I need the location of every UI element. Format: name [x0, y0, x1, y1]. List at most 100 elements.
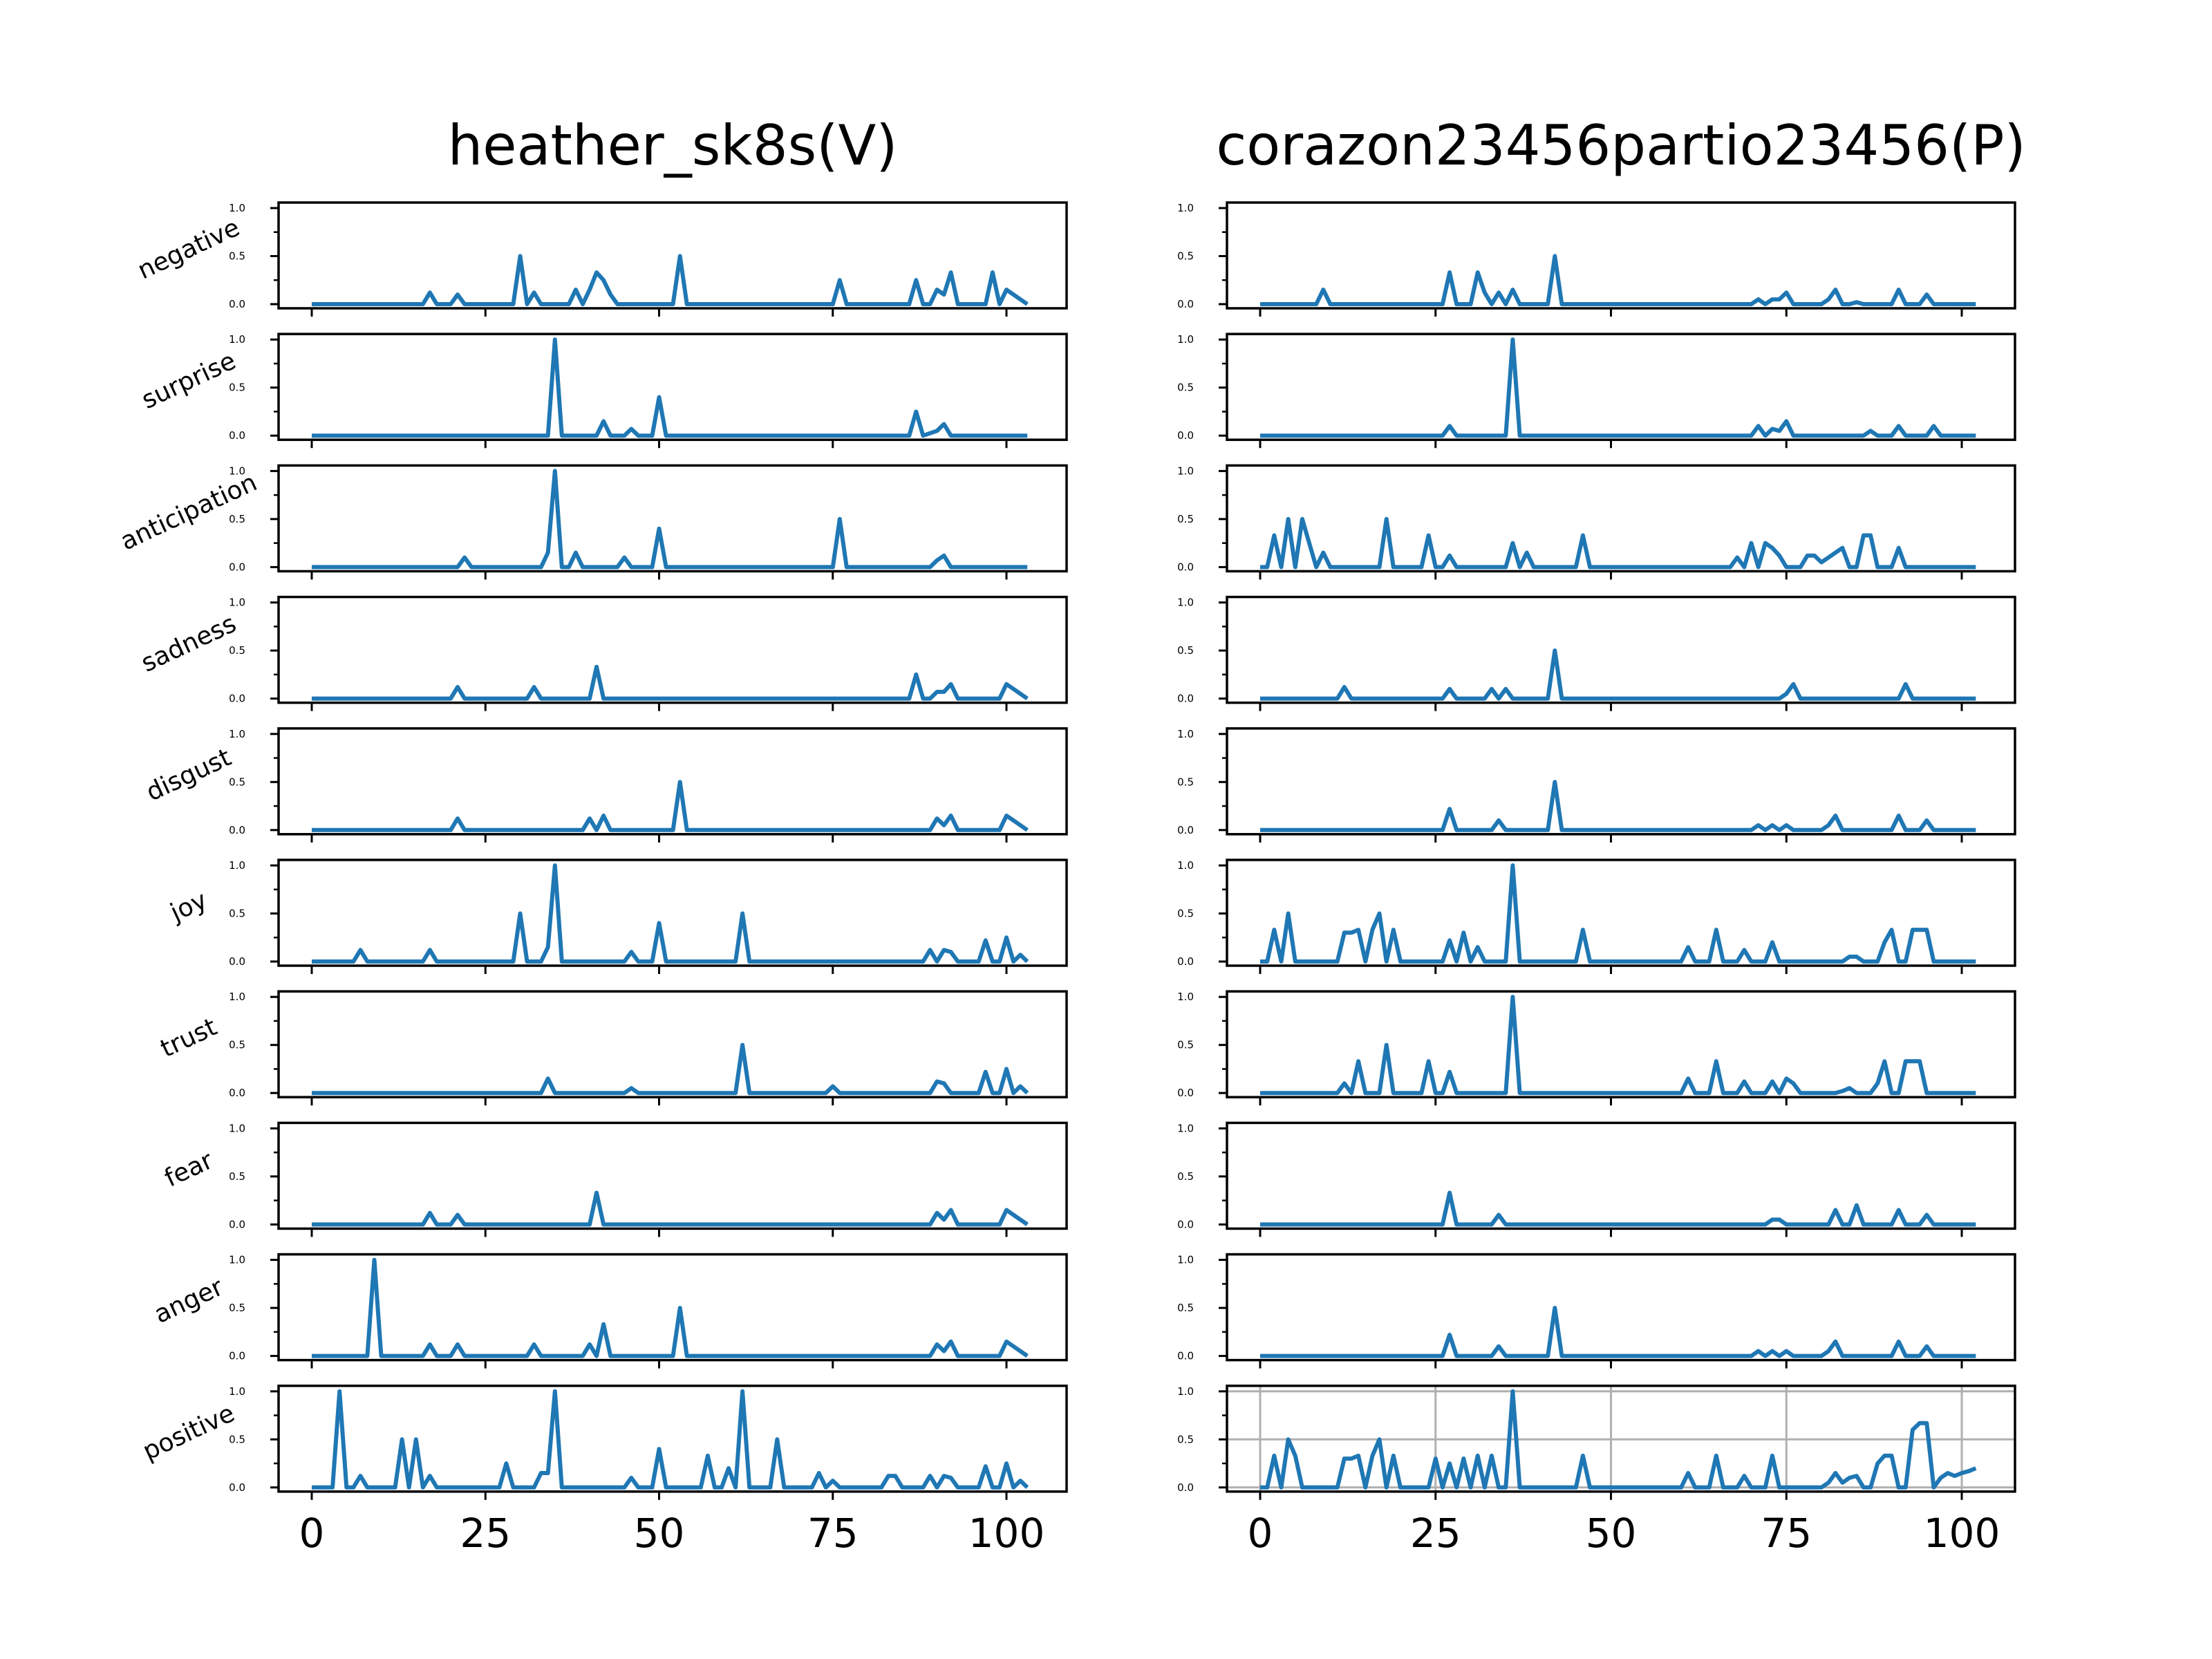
xtick-label: 75: [1761, 1510, 1812, 1557]
xtick-label: 25: [1410, 1510, 1461, 1557]
ytick-label: 0.5: [229, 250, 245, 263]
ytick-label: 0.0: [1177, 824, 1194, 836]
ytick-label: 0.5: [1177, 513, 1194, 525]
ytick-label: 0.0: [1177, 1087, 1194, 1099]
ytick-label: 0.5: [229, 908, 245, 920]
ytick-label: 0.5: [229, 1433, 245, 1445]
subplot-sadness: 0.0 0.5 1.0: [1177, 595, 2016, 711]
ytick-label: 1.0: [1177, 597, 1194, 609]
xtick-label: 50: [634, 1510, 685, 1557]
ytick-label: 1.0: [1177, 728, 1194, 740]
ytick-label: 0.0: [229, 955, 245, 968]
ytick-label: 0.0: [1177, 1350, 1194, 1362]
ytick-label: 0.0: [1177, 693, 1194, 705]
subplot-joy: 0.0 0.5 1.0: [1177, 859, 2016, 974]
chart-root: heather_sk8s(V)0.00.51.0negative0.00.51.…: [116, 113, 2026, 1557]
series-line-sadness: [1260, 648, 1976, 701]
xtick-label: 100: [968, 1510, 1045, 1557]
ytick-label: 1.0: [229, 465, 245, 477]
ytick-label: 0.5: [1177, 908, 1194, 920]
ytick-label: 0.5: [229, 1039, 245, 1051]
series-line-surprise: [312, 337, 1028, 438]
ytick-label: 0.0: [229, 1087, 245, 1099]
series-line-joy: [1260, 863, 1976, 964]
ytick-label: 0.0: [1177, 1218, 1194, 1230]
ytick-label: 1.0: [229, 1122, 245, 1134]
ytick-label: 0.0: [1177, 955, 1194, 968]
ytick-label: 0.5: [1177, 644, 1194, 657]
xtick-label: 0: [1248, 1510, 1273, 1557]
series-line-negative: [312, 254, 1029, 306]
column-title: heather_sk8s(V): [448, 113, 898, 178]
ytick-label: 0.5: [1177, 776, 1194, 788]
ytick-label: 0.0: [229, 1218, 245, 1230]
ytick-label: 1.0: [229, 859, 245, 872]
series-line-anger: [1260, 1306, 1976, 1358]
ytick-label: 0.5: [229, 644, 245, 657]
ytick-label: 0.5: [229, 1302, 245, 1314]
column-title: corazon23456partio23456(P): [1216, 113, 2025, 178]
xtick-label: 25: [460, 1510, 511, 1557]
ytick-label: 0.5: [1177, 1039, 1194, 1051]
xtick-label: 0: [299, 1510, 325, 1557]
ytick-label: 0.0: [229, 429, 245, 442]
subplot-fear: 0.0 0.5 1.0: [1177, 1121, 2016, 1237]
ytick-label: 0.5: [1177, 250, 1194, 263]
ytick-label: 1.0: [229, 1385, 245, 1398]
ytick-label: 1.0: [1177, 1254, 1194, 1266]
subplot-surprise: 0.0 0.5 1.0: [1177, 332, 2016, 449]
ytick-label: 0.0: [229, 824, 245, 836]
ytick-label: 0.0: [229, 1350, 245, 1362]
series-line-anticipation: [1260, 516, 1976, 570]
ytick-label: 0.5: [1177, 1170, 1194, 1183]
ytick-label: 0.5: [1177, 1302, 1194, 1314]
series-line-anger: [312, 1257, 1029, 1358]
series-line-fear: [1260, 1190, 1976, 1227]
ytick-label: 1.0: [229, 202, 245, 214]
xtick-label: 50: [1586, 1510, 1637, 1557]
ytick-label: 0.5: [229, 776, 245, 788]
subplot-negative: 0.0 0.5 1.0: [1177, 201, 2016, 317]
series-line-trust: [1260, 995, 1976, 1096]
ytick-label: 1.0: [1177, 202, 1194, 214]
series-line-fear: [312, 1190, 1029, 1227]
ytick-label: 1.0: [229, 728, 245, 740]
ytick-label: 0.0: [229, 693, 245, 705]
ytick-label: 1.0: [229, 991, 245, 1003]
series-line-surprise: [1260, 337, 1976, 438]
ytick-label: 0.5: [229, 1170, 245, 1183]
ytick-label: 1.0: [1177, 1122, 1194, 1134]
ytick-label: 0.0: [229, 561, 245, 573]
series-line-positive: [312, 1389, 1029, 1490]
ytick-label: 1.0: [229, 333, 245, 346]
series-line-joy: [312, 863, 1029, 964]
series-line-positive: [1260, 1389, 1977, 1490]
ytick-label: 1.0: [229, 1254, 245, 1266]
ytick-label: 0.0: [1177, 298, 1194, 310]
ytick-label: 0.5: [1177, 1433, 1194, 1445]
ytick-label: 1.0: [1177, 1385, 1194, 1398]
ytick-label: 0.0: [1177, 561, 1194, 573]
ytick-label: 0.0: [229, 298, 245, 310]
ytick-label: 1.0: [1177, 859, 1194, 872]
ytick-label: 1.0: [1177, 333, 1194, 346]
series-line-trust: [312, 1042, 1029, 1096]
subplot-anger: 0.0 0.5 1.0: [1177, 1253, 2016, 1369]
xtick-label: 75: [807, 1510, 859, 1557]
ytick-label: 0.5: [229, 382, 245, 394]
ytick-label: 0.0: [229, 1481, 245, 1494]
subplot-disgust: 0.0 0.5 1.0: [1177, 727, 2016, 843]
subplot-positive: 0.0 0.5 1.0 0 25 50 75 100: [1177, 1385, 2016, 1557]
series-line-disgust: [312, 780, 1029, 832]
series-line-anticipation: [312, 469, 1028, 570]
xtick-label: 100: [1924, 1510, 2000, 1557]
subplot-anticipation: 0.0 0.5 1.0: [1177, 464, 2016, 580]
panel-right: corazon23456partio23456(P)0.00.51.00.00.…: [1177, 113, 2026, 1557]
ytick-label: 0.0: [1177, 1481, 1194, 1494]
ytick-label: 1.0: [229, 597, 245, 609]
subplot-trust: 0.0 0.5 1.0: [1177, 990, 2016, 1106]
ytick-label: 1.0: [1177, 465, 1194, 477]
